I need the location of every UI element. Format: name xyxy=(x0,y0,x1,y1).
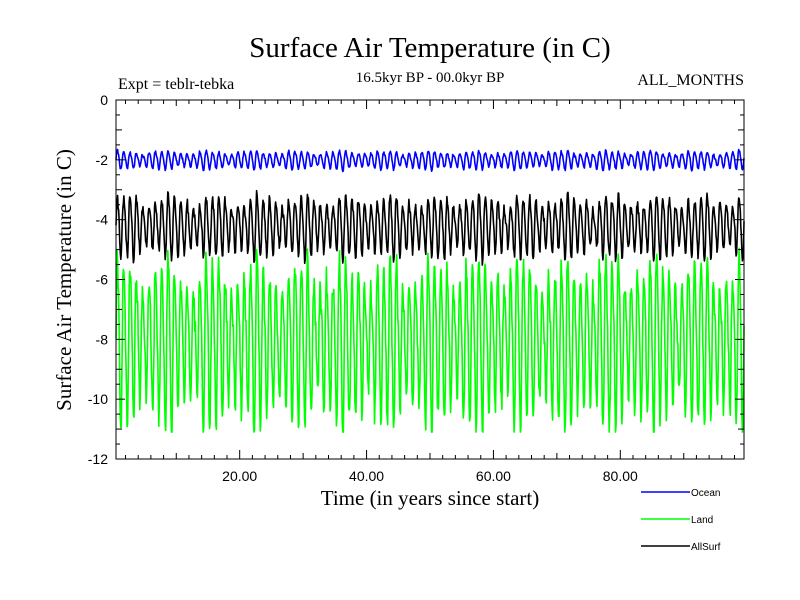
legend: Ocean Land AllSurf xyxy=(641,488,721,553)
chart-subtitle: 16.5kyr BP - 00.0kyr BP xyxy=(356,70,505,86)
series-line-ocean xyxy=(115,148,745,173)
y-axis-label: Surface Air Temperature (in C) xyxy=(52,149,76,411)
y-tick-label: -10 xyxy=(88,391,108,407)
y-tick-label: 0 xyxy=(100,92,108,108)
x-tick-label: 40.00 xyxy=(349,468,384,484)
chart-title: Surface Air Temperature (in C) xyxy=(249,32,610,64)
y-tick-label: -4 xyxy=(96,212,109,228)
y-tick-label: -8 xyxy=(96,331,109,347)
axis-ticks: 20.00 40.00 60.00 80.00 0 -2 -4 -6 -8 -10 -12 xyxy=(88,92,744,484)
legend-label-land: Land xyxy=(691,515,713,526)
x-axis-label: Time (in years since start) xyxy=(321,486,540,510)
x-tick-label: 60.00 xyxy=(476,468,511,484)
x-tick-label: 80.00 xyxy=(603,468,638,484)
series-layer xyxy=(115,148,745,433)
series-line-allsurf xyxy=(115,189,745,266)
y-tick-label: -6 xyxy=(96,272,109,288)
series-line-land xyxy=(115,247,745,433)
months-label: ALL_MONTHS xyxy=(637,72,744,89)
legend-label-ocean: Ocean xyxy=(691,488,720,499)
legend-label-allsurf: AllSurf xyxy=(691,542,721,553)
experiment-label: Expt = teblr-tebka xyxy=(118,76,234,93)
x-tick-label: 20.00 xyxy=(222,468,257,484)
y-tick-label: -2 xyxy=(96,152,109,168)
y-tick-label: -12 xyxy=(88,451,108,467)
